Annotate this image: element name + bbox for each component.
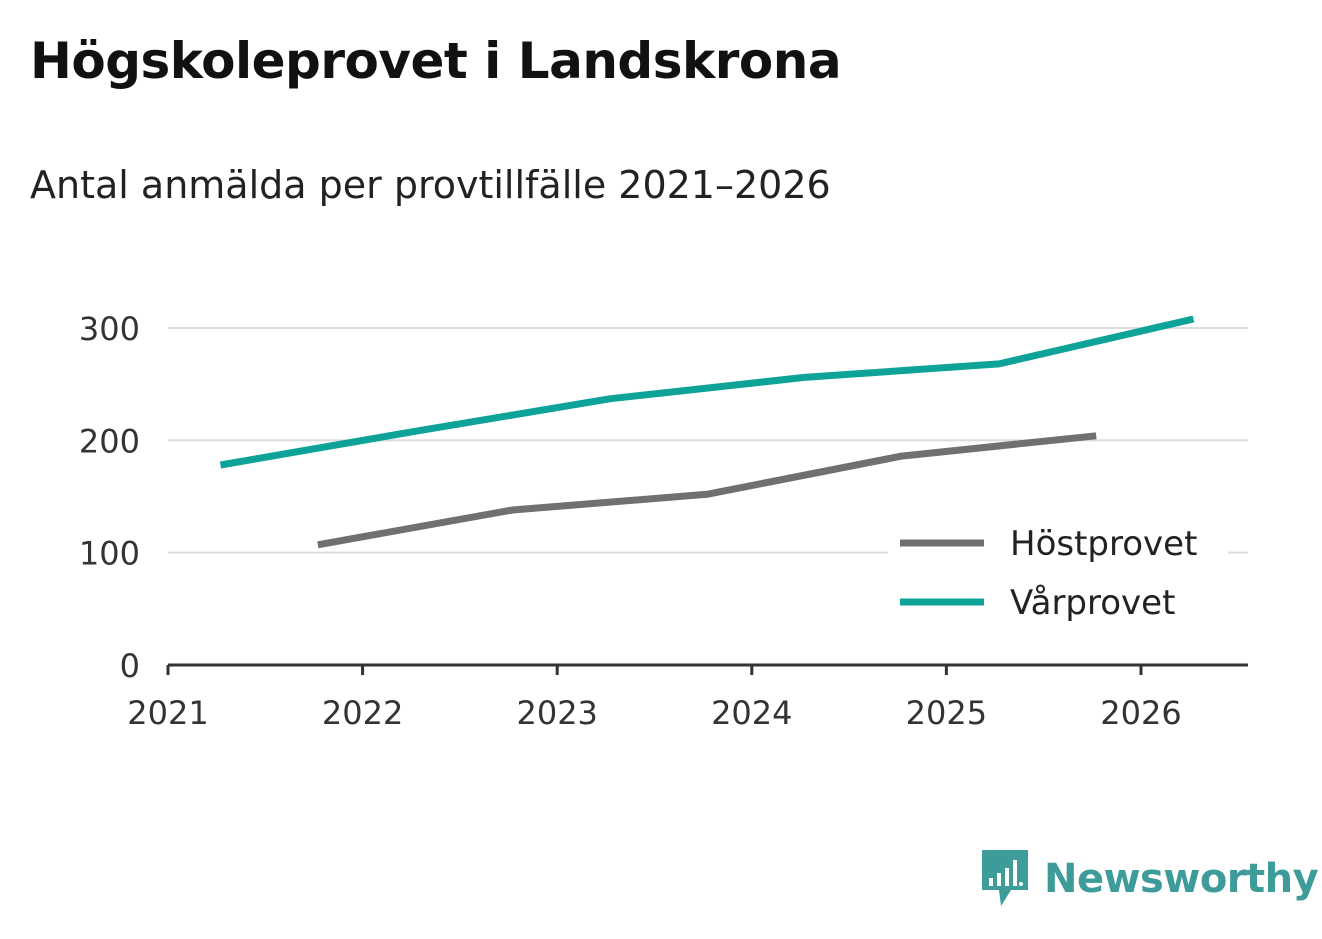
y-axis: 0 100 200 300 [79, 310, 140, 685]
y-tick-label-100: 100 [79, 535, 140, 573]
series-line-höstprovet [317, 432, 1097, 549]
x-tick-label-2022: 2022 [322, 694, 403, 732]
y-tick-label-300: 300 [79, 310, 140, 348]
series-line-vårprovet [219, 315, 1195, 469]
x-tick-label-2024: 2024 [711, 694, 792, 732]
x-tick-label-2021: 2021 [127, 694, 208, 732]
x-tick-label-2025: 2025 [906, 694, 987, 732]
chart-title: Högskoleprovet i Landskrona [30, 32, 842, 90]
legend-label-vårprovet: Vårprovet [1010, 583, 1175, 623]
legend: Höstprovet Vårprovet [888, 520, 1228, 632]
x-tick-label-2026: 2026 [1100, 694, 1181, 732]
series-lines [219, 315, 1195, 549]
newsworthy-brand[interactable]: Newsworthy [980, 848, 1319, 910]
legend-background [888, 520, 1228, 632]
chart-subtitle: Antal anmälda per provtillfälle 2021–202… [30, 163, 831, 207]
legend-label-höstprovet: Höstprovet [1010, 524, 1197, 564]
y-tick-label-200: 200 [79, 422, 140, 460]
brand-name: Newsworthy [1044, 856, 1319, 902]
newsworthy-logo-icon [982, 850, 1028, 906]
x-axis: 2021 2022 2023 2024 2025 2026 [127, 663, 1248, 732]
x-tick-label-2023: 2023 [516, 694, 597, 732]
y-tick-label-0: 0 [120, 647, 140, 685]
